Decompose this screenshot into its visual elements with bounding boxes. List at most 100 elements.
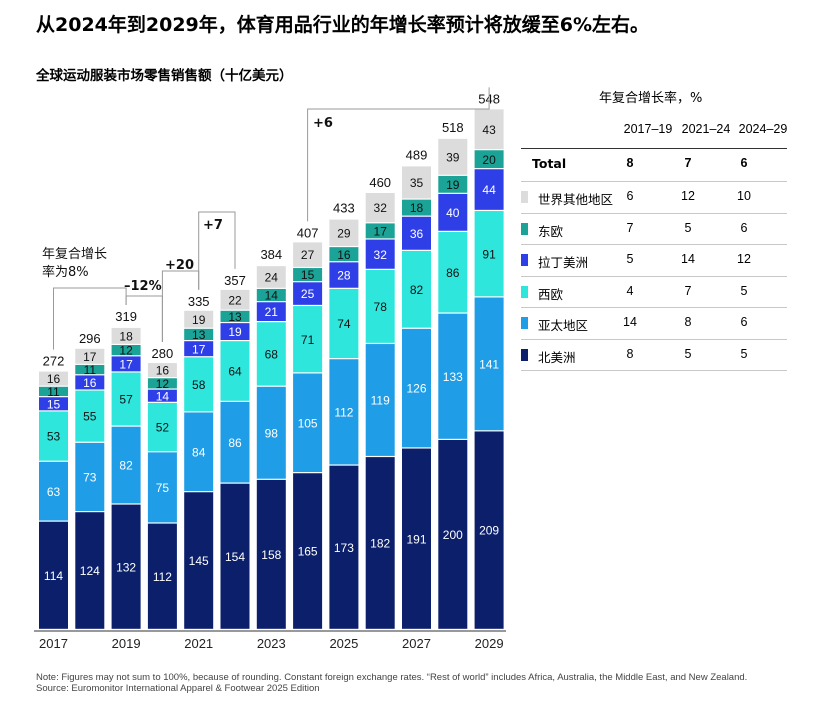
segment-label: 191 bbox=[406, 532, 426, 546]
segment-label: 14 bbox=[156, 389, 170, 403]
x-tick-label: 2019 bbox=[112, 636, 141, 651]
bar-segment bbox=[438, 440, 468, 629]
bar-segment bbox=[75, 442, 105, 511]
segment-label: 15 bbox=[47, 397, 61, 411]
segment-label: 17 bbox=[83, 350, 97, 364]
x-tick-label: 2023 bbox=[257, 636, 286, 651]
total-label: 407 bbox=[297, 225, 319, 240]
total-label: 335 bbox=[188, 294, 210, 309]
segment-label: 39 bbox=[446, 150, 460, 164]
table-row-total: Total 8 7 6 bbox=[521, 149, 787, 181]
bar-segment bbox=[329, 247, 359, 262]
col-header-2024-29: 2024–29 bbox=[738, 122, 788, 136]
bar-segment bbox=[293, 242, 323, 267]
table-rule bbox=[521, 148, 787, 149]
bar-segment bbox=[402, 328, 431, 448]
bar-segment bbox=[220, 323, 250, 340]
segment-label: 200 bbox=[443, 528, 463, 542]
bar-segment bbox=[365, 457, 395, 629]
segment-label: 105 bbox=[298, 416, 318, 430]
row-value: 7 bbox=[626, 220, 634, 235]
segment-label: 182 bbox=[370, 537, 390, 551]
segment-label: 119 bbox=[371, 394, 390, 408]
segment-label: 58 bbox=[192, 378, 206, 392]
bar-segment bbox=[293, 268, 323, 282]
bar-segment bbox=[111, 327, 141, 344]
segment-label: 112 bbox=[153, 570, 172, 584]
row-label: 亚太地区 bbox=[538, 318, 589, 333]
segment-label: 22 bbox=[228, 293, 242, 307]
segment-label: 43 bbox=[482, 123, 496, 137]
bar-segment bbox=[220, 402, 250, 483]
segment-label: 29 bbox=[337, 226, 351, 240]
table-row: 拉丁美洲 5 14 12 bbox=[521, 245, 787, 277]
table-rule bbox=[521, 338, 787, 340]
drop-label: –12% bbox=[124, 279, 162, 294]
bar-segment bbox=[329, 219, 359, 246]
segment-label: 32 bbox=[374, 248, 388, 262]
segment-label: 21 bbox=[265, 305, 279, 319]
segment-label: 40 bbox=[446, 206, 460, 220]
bar-segment bbox=[474, 109, 504, 150]
total-label: 272 bbox=[43, 354, 65, 369]
segment-label: 114 bbox=[44, 569, 63, 583]
segment-label: 74 bbox=[337, 317, 351, 331]
row-value: 6 bbox=[740, 156, 748, 170]
step7-label: +7 bbox=[203, 218, 223, 233]
bar-segment bbox=[402, 250, 431, 328]
x-tick-label: 2027 bbox=[402, 636, 431, 651]
bar-segment bbox=[220, 289, 250, 310]
bar-segment bbox=[402, 216, 431, 250]
bar-segment bbox=[39, 397, 68, 411]
row-value: 4 bbox=[626, 283, 634, 298]
segment-label: 28 bbox=[337, 269, 351, 283]
segment-label: 36 bbox=[410, 227, 424, 241]
cagr-label-1: 年复合增长 bbox=[42, 247, 107, 262]
bar-segment bbox=[474, 169, 504, 210]
total-label: 489 bbox=[406, 147, 428, 162]
segment-label: 57 bbox=[119, 393, 133, 407]
bar-segment bbox=[402, 199, 431, 216]
table-rule bbox=[521, 275, 787, 277]
bar-segment bbox=[184, 310, 214, 328]
segment-label: 98 bbox=[265, 426, 279, 440]
table-rule bbox=[521, 307, 787, 308]
segment-label: 63 bbox=[47, 485, 61, 499]
bar-segment bbox=[365, 239, 395, 269]
segment-label: 52 bbox=[156, 421, 170, 435]
bar-segment bbox=[220, 310, 250, 322]
table-row: 东欧 7 5 6 bbox=[521, 214, 787, 246]
bar-segment bbox=[256, 302, 286, 321]
bar-segment bbox=[75, 390, 105, 442]
table-rule bbox=[521, 181, 787, 182]
bar-segment bbox=[438, 193, 468, 231]
segment-label: 86 bbox=[446, 266, 460, 280]
segment-label: 75 bbox=[156, 481, 170, 495]
segment-label: 16 bbox=[83, 376, 97, 390]
row-value: 5 bbox=[740, 283, 748, 298]
segment-label: 24 bbox=[265, 271, 279, 285]
segment-label: 17 bbox=[374, 224, 388, 238]
x-tick-label: 2025 bbox=[329, 636, 358, 651]
row-value: 6 bbox=[626, 189, 634, 203]
bar-segment bbox=[329, 359, 359, 465]
bar-segment bbox=[365, 223, 395, 239]
bar-segment bbox=[39, 371, 68, 386]
segment-label: 78 bbox=[374, 300, 388, 314]
total-label: 384 bbox=[260, 247, 282, 262]
bar-segment bbox=[474, 297, 504, 431]
bar-segment bbox=[438, 138, 468, 175]
footnote: Note: Figures may not sum to 100%, becau… bbox=[36, 672, 776, 694]
segment-label: 71 bbox=[301, 333, 315, 347]
headline: 从2024年到2029年，体育用品行业的年增长率预计将放缓至6%左右。 bbox=[36, 14, 650, 36]
bar-segment bbox=[256, 288, 286, 302]
total-label: 518 bbox=[442, 120, 464, 135]
bar-segment bbox=[474, 150, 504, 169]
row-value: 14 bbox=[681, 252, 695, 266]
legend-swatch bbox=[521, 254, 528, 266]
bar-segment bbox=[147, 363, 177, 378]
segment-label: 145 bbox=[189, 554, 209, 568]
bar-segment bbox=[39, 461, 68, 521]
row-value: 10 bbox=[737, 189, 751, 203]
